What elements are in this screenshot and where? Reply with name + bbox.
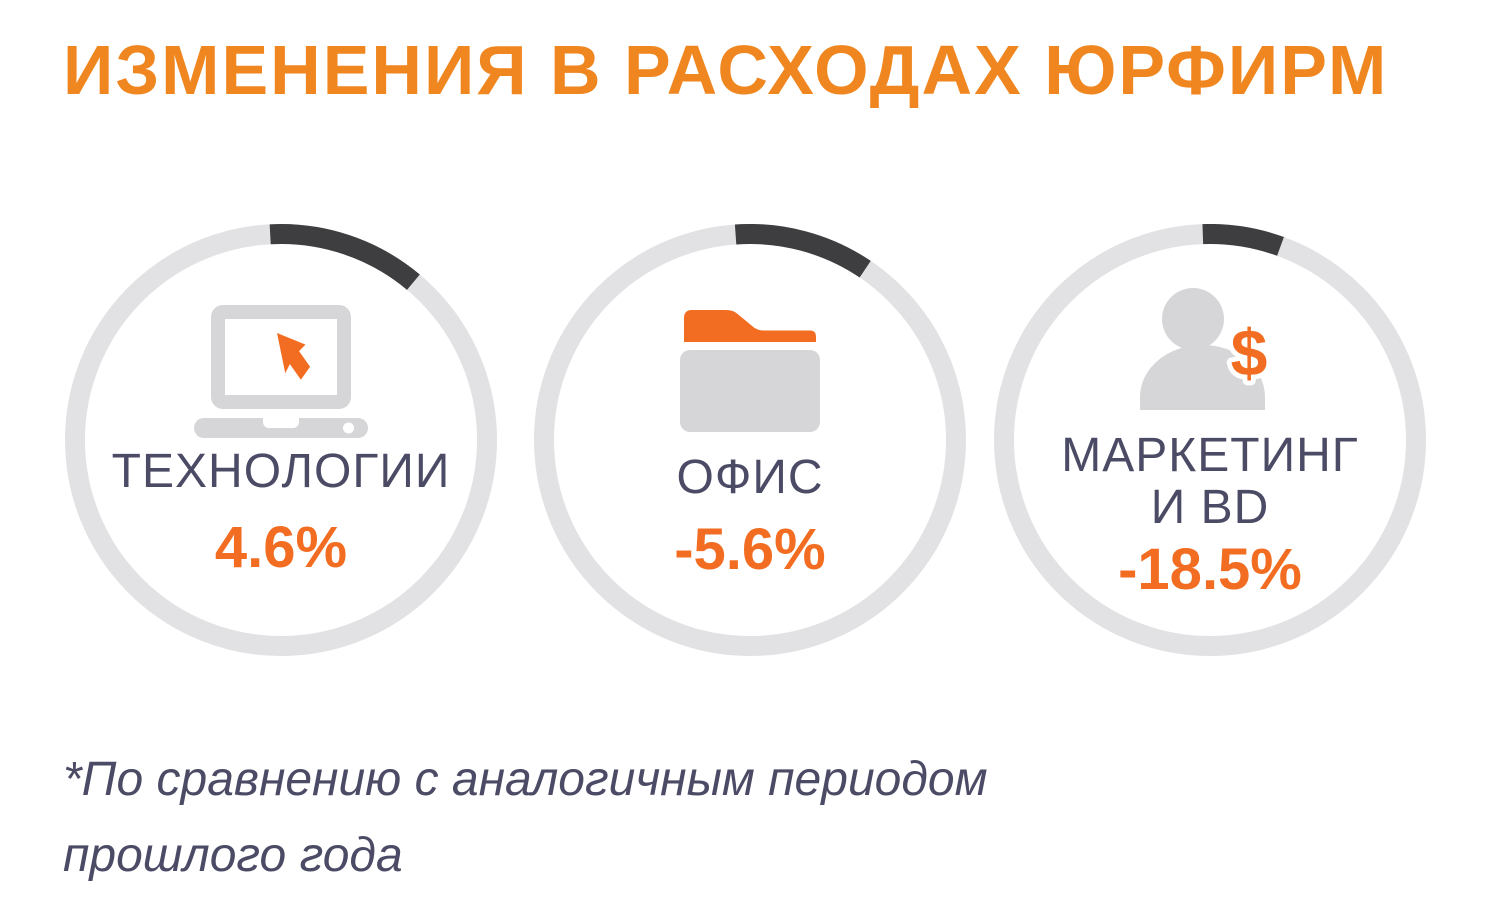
person-dollar-icon: $ — [1140, 288, 1280, 410]
gauge-label-text: ОФИС — [676, 451, 824, 504]
gauge-value: -18.5% — [1118, 537, 1302, 602]
gauge-office: ОФИС -5.6% — [534, 224, 966, 656]
gauge-label: ТЕХНОЛОГИИ — [65, 446, 497, 498]
page-title: ИЗМЕНЕНИЯ В РАСХОДАХ ЮРФИРМ — [63, 31, 1389, 109]
folder-icon — [680, 308, 820, 432]
folder-tab — [684, 310, 816, 342]
folder-body — [680, 350, 820, 432]
person-head — [1162, 288, 1224, 350]
footnote-line1: *По сравнению с аналогичным периодом — [63, 753, 988, 806]
gauge-label-text: МАРКЕТИНГ — [1061, 429, 1359, 482]
cursor-icon — [277, 333, 311, 380]
ring-track — [65, 224, 497, 656]
svg-text:$: $ — [1231, 317, 1268, 391]
ring-progress-arc — [1202, 224, 1284, 256]
footnote-line2: прошлого года — [63, 829, 403, 882]
gauge-label-text-line2: И BD — [1150, 481, 1270, 534]
gauge-technology: ТЕХНОЛОГИИ 4.6% — [65, 224, 497, 656]
gauge-ring — [65, 224, 497, 656]
gauge-label-text: ТЕХНОЛОГИИ — [111, 445, 451, 498]
laptop-icon — [194, 305, 368, 438]
laptop-screen — [211, 305, 351, 409]
gauge-label: ОФИС — [534, 452, 966, 504]
laptop-dot — [343, 422, 354, 434]
gauge-ring — [994, 224, 1426, 656]
ring-progress-arc — [734, 224, 871, 278]
gauge-ring — [534, 224, 966, 656]
footnote: *По сравнению с аналогичным периодом про… — [63, 742, 1263, 894]
laptop-base — [194, 418, 368, 438]
laptop-notch — [263, 418, 299, 428]
gauge-value: -5.6% — [674, 517, 826, 582]
gauge-value: 4.6% — [214, 515, 348, 580]
gauge-marketing-bd: $ МАРКЕТИНГ И BD -18.5% — [994, 224, 1426, 656]
dollar-icon: $ — [1226, 312, 1272, 396]
gauge-label: МАРКЕТИНГ И BD — [994, 430, 1426, 534]
ring-track — [534, 224, 966, 656]
ring-progress-arc — [269, 224, 420, 290]
